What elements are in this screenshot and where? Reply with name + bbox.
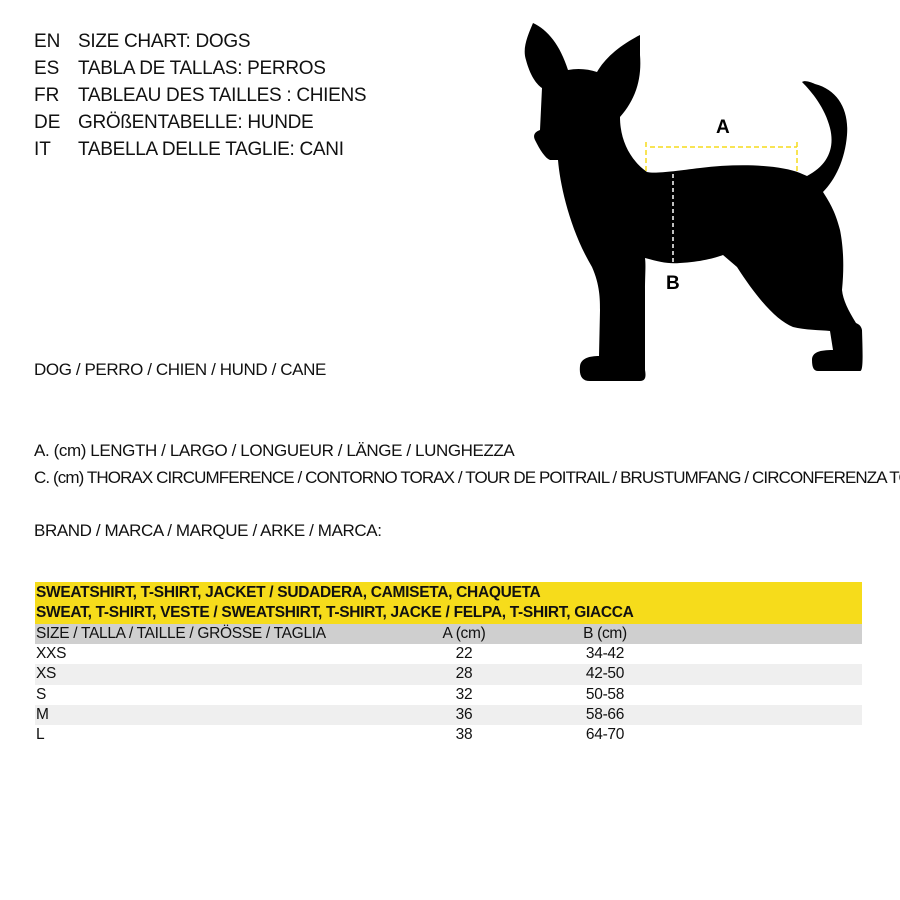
table-row: L 38 64-70 — [35, 725, 862, 745]
cell-size: L — [36, 725, 45, 743]
table-row: M 36 58-66 — [35, 704, 862, 725]
lang-code: ES — [34, 58, 60, 79]
cell-a: 28 — [455, 665, 473, 683]
dog-silhouette-icon — [524, 23, 863, 381]
table-row: XXS 22 34-42 — [35, 644, 862, 664]
title-text: TABLEAU DES TAILLES : CHIENS — [78, 85, 367, 106]
title-es: ES TABLA DE TALLAS: PERROS — [34, 58, 326, 80]
measure-a-line — [645, 142, 798, 173]
header-b: B (cm) — [583, 625, 627, 642]
table-row: S 32 50-58 — [35, 685, 862, 705]
banner-line-1: SWEATSHIRT, T-SHIRT, JACKET / SUDADERA, … — [36, 584, 541, 601]
cell-b: 34-42 — [585, 645, 625, 663]
lang-code: EN — [34, 31, 61, 52]
cell-b: 58-66 — [585, 705, 625, 723]
lang-code: FR — [34, 85, 60, 106]
animal-line: DOG / PERRO / CHIEN / HUND / CANE — [34, 360, 326, 379]
cell-size: XS — [36, 665, 57, 683]
cell-size: XXS — [36, 645, 67, 663]
header-size: SIZE / TALLA / TAILLE / GRÖSSE / TAGLIA — [36, 625, 326, 642]
brand-line: BRAND / MARCA / MARQUE / ARKE / MARCA: — [34, 521, 382, 540]
title-text: SIZE CHART: DOGS — [78, 31, 251, 52]
cell-a: 22 — [455, 645, 473, 663]
legend-a: A. (cm) LENGTH / LARGO / LONGUEUR / LÄNG… — [34, 441, 515, 460]
cell-b: 42-50 — [585, 665, 625, 683]
table-row: XS 28 42-50 — [35, 664, 862, 685]
dog-body — [524, 23, 863, 381]
cell-b: 50-58 — [585, 685, 625, 703]
table-header: SIZE / TALLA / TAILLE / GRÖSSE / TAGLIA … — [35, 624, 862, 645]
lang-code: DE — [34, 112, 61, 133]
cell-a: 32 — [455, 685, 473, 703]
header-a: A (cm) — [442, 625, 486, 642]
cell-b: 64-70 — [585, 725, 625, 743]
title-text: GRÖßENTABELLE: HUNDE — [78, 112, 314, 133]
banner-line-2: SWEAT, T-SHIRT, VESTE / SWEATSHIRT, T-SH… — [36, 604, 634, 621]
cell-a: 38 — [455, 725, 473, 743]
title-en: EN SIZE CHART: DOGS — [34, 31, 251, 53]
label-a: A — [716, 117, 730, 138]
title-fr: FR TABLEAU DES TAILLES : CHIENS — [34, 85, 367, 107]
title-de: DE GRÖßENTABELLE: HUNDE — [34, 112, 314, 134]
cell-size: M — [36, 705, 49, 723]
garment-banner: SWEATSHIRT, T-SHIRT, JACKET / SUDADERA, … — [35, 582, 862, 624]
size-table: SWEATSHIRT, T-SHIRT, JACKET / SUDADERA, … — [35, 582, 862, 745]
title-text: TABLA DE TALLAS: PERROS — [78, 58, 326, 79]
title-it: IT TABELLA DELLE TAGLIE: CANI — [34, 139, 344, 161]
cell-a: 36 — [455, 705, 473, 723]
cell-size: S — [36, 685, 47, 703]
lang-code: IT — [34, 139, 51, 160]
legend-c: C. (cm) THORAX CIRCUMFERENCE / CONTORNO … — [34, 468, 900, 487]
label-b: B — [666, 273, 680, 294]
title-text: TABELLA DELLE TAGLIE: CANI — [78, 139, 344, 160]
